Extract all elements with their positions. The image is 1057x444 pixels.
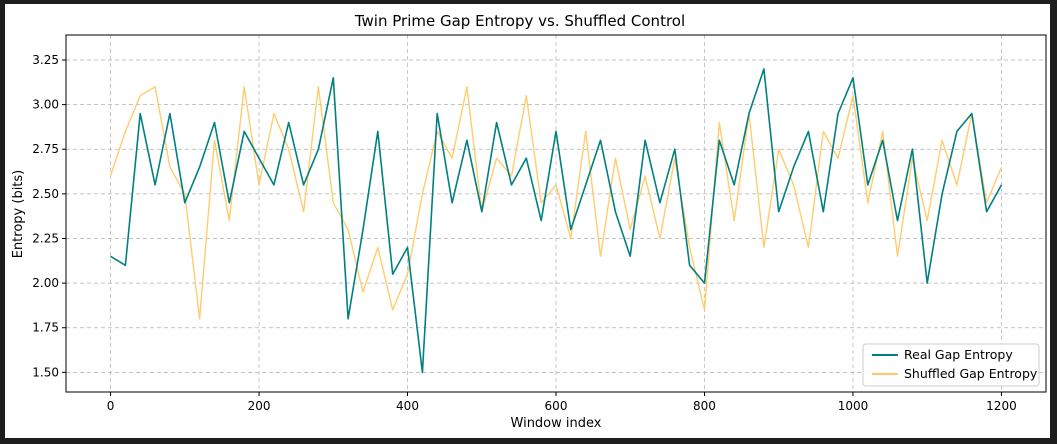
y-axis-ticks: 1.50 1.75 2.00 2.25 2.50 2.75 3.00 3.25 [32,53,66,379]
y-tick-label: 1.75 [32,321,59,335]
y-tick-label: 3.25 [32,53,59,67]
chart-figure: Twin Prime Gap Entropy vs. Shuffled Cont… [5,4,1050,438]
legend-box [862,343,1040,387]
series-line-shuffled [109,86,1003,320]
x-tick-label: 200 [248,399,271,413]
legend: Real Gap Entropy Shuffled Gap Entropy [862,343,1040,387]
line-chart: Twin Prime Gap Entropy vs. Shuffled Cont… [11,12,1047,431]
y-tick-label: 2.50 [32,187,59,201]
x-tick-label: 400 [396,399,419,413]
x-tick-label: 1200 [986,399,1017,413]
y-axis-label: Entropy (bits) [11,170,26,259]
x-tick-label: 800 [693,399,716,413]
y-tick-label: 1.50 [32,365,59,379]
legend-label-shuffled: Shuffled Gap Entropy [904,366,1038,381]
x-tick-label: 600 [545,399,568,413]
x-tick-label: 0 [107,399,115,413]
y-tick-label: 2.00 [32,276,59,290]
legend-label-real: Real Gap Entropy [904,347,1013,362]
series-line-real [110,68,1003,374]
y-tick-label: 3.00 [32,98,59,112]
y-tick-label: 2.75 [32,142,59,156]
x-tick-label: 1000 [838,399,869,413]
y-tick-label: 2.25 [32,231,59,245]
x-axis-ticks: 0 200 400 600 800 1000 1200 [107,392,1017,413]
grid-lines [66,35,1046,392]
x-axis-label: Window index [511,416,602,431]
series-layer [109,68,1003,374]
chart-title: Twin Prime Gap Entropy vs. Shuffled Cont… [354,12,685,30]
